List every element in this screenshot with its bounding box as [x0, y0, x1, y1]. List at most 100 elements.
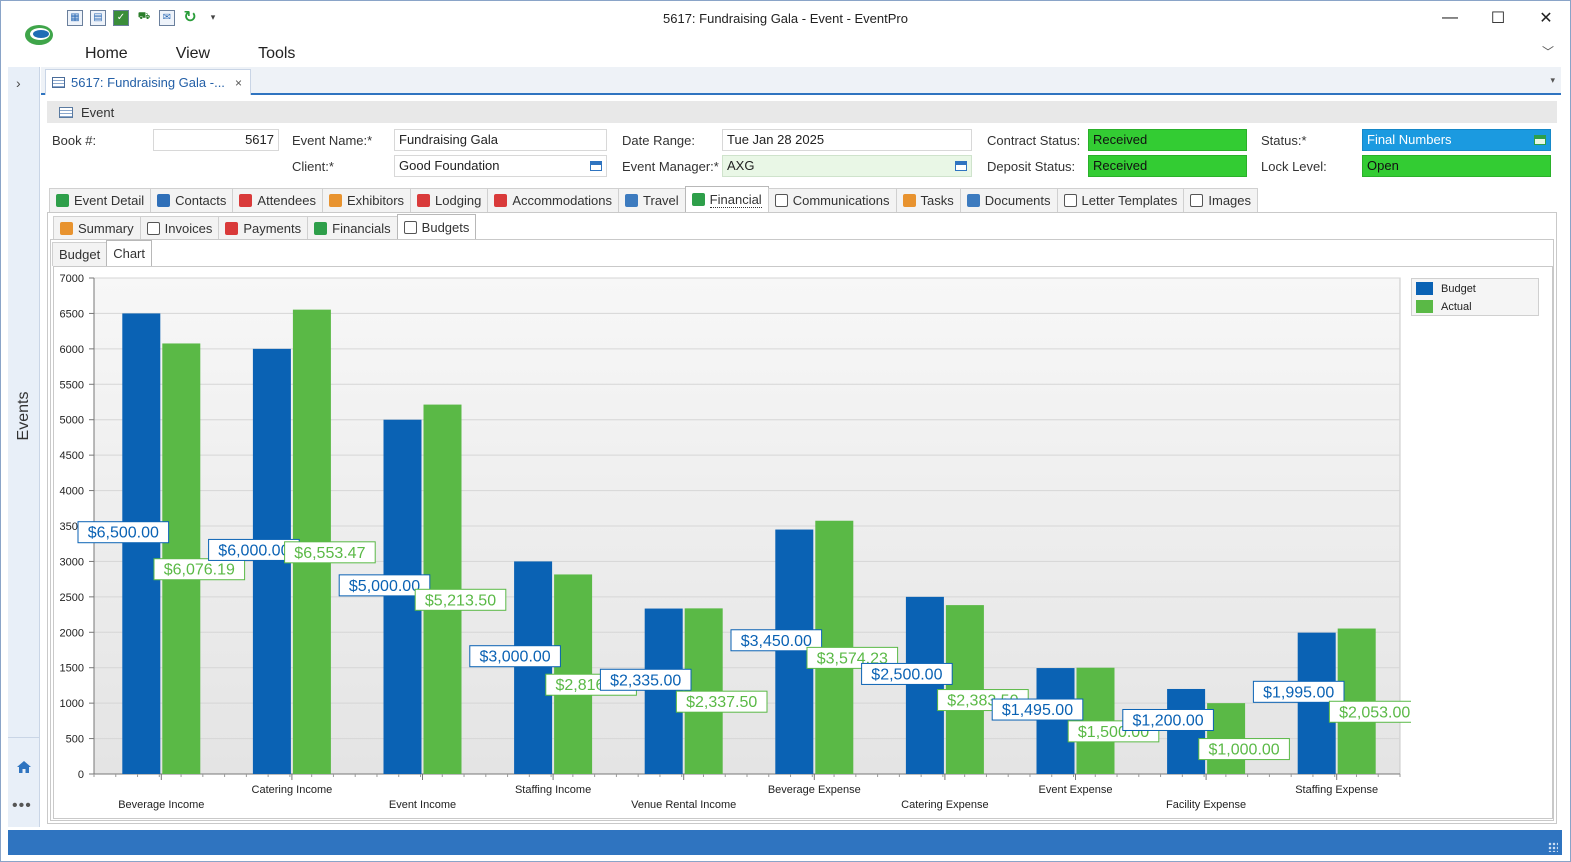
tab-images[interactable]: Images: [1183, 188, 1259, 212]
event-group-header: Event: [47, 101, 1557, 123]
y-tick-label: 4000: [60, 486, 84, 498]
tab-documents[interactable]: Documents: [959, 188, 1058, 212]
resize-grip-icon[interactable]: [1548, 842, 1558, 852]
more-options-icon[interactable]: •••: [12, 797, 32, 814]
y-tick-label: 1000: [60, 698, 84, 710]
event-name-field[interactable]: Fundraising Gala: [394, 129, 607, 151]
event-manager-field[interactable]: AXG: [722, 155, 972, 177]
financials-dollar-icon: [314, 222, 328, 235]
document-tab-fundraising-gala[interactable]: 5617: Fundraising Gala -... ×: [45, 69, 251, 95]
tab-label: Financials: [332, 221, 391, 236]
invoice-icon: [146, 222, 160, 235]
document-tab-strip: 5617: Fundraising Gala -... × ▾: [41, 67, 1561, 95]
data-label-actual: $1,000.00: [1209, 742, 1280, 759]
new-event-icon[interactable]: ▦: [67, 10, 83, 26]
data-label-actual: $6,553.47: [294, 545, 365, 562]
tab-exhibitors[interactable]: Exhibitors: [321, 188, 412, 212]
tab-financial[interactable]: Financial: [684, 186, 769, 212]
tab-accommodations[interactable]: Accommodations: [487, 188, 620, 212]
y-tick-label: 6000: [60, 344, 84, 356]
contacts-icon: [157, 194, 171, 207]
tab-invoices[interactable]: Invoices: [139, 216, 220, 240]
main-tab-row: Event Detail Contacts Attendees Exhibito…: [49, 186, 1259, 212]
data-label-box: [77, 521, 170, 544]
x-category-label: Catering Expense: [901, 799, 988, 811]
menu-view[interactable]: View: [175, 45, 211, 62]
date-range-label: Date Range:: [622, 133, 695, 148]
tab-financials[interactable]: Financials: [307, 216, 398, 240]
refresh-icon[interactable]: ↻: [183, 9, 197, 26]
bar-budget: [122, 313, 161, 774]
data-label-budget: $6,500.00: [88, 525, 159, 542]
menu-home[interactable]: Home: [85, 45, 128, 62]
event-document-icon: [52, 77, 65, 88]
tab-label: Chart: [113, 246, 145, 261]
eventpro-logo-icon[interactable]: [23, 19, 57, 49]
message-icon[interactable]: ✉: [159, 10, 175, 26]
cart-icon[interactable]: ⛟: [137, 11, 151, 22]
client-field[interactable]: Good Foundation: [394, 155, 607, 177]
bed-icon: [417, 194, 431, 207]
tab-budgets[interactable]: Budgets: [396, 214, 477, 240]
tab-communications[interactable]: Communications: [767, 188, 897, 212]
image-icon: [1190, 194, 1204, 207]
y-tick-label: 5000: [60, 415, 84, 427]
ribbon-expand-chevron-icon[interactable]: ﹀: [1541, 45, 1554, 59]
status-lookup-icon[interactable]: [1534, 135, 1546, 145]
tab-letter-templates[interactable]: Letter Templates: [1056, 188, 1185, 212]
financial-tab-row: Summary Invoices Payments Financials Bud…: [53, 214, 477, 240]
close-tab-icon[interactable]: ×: [234, 75, 242, 90]
deposit-status-field[interactable]: Received: [1088, 155, 1247, 177]
tab-attendees[interactable]: Attendees: [232, 188, 323, 212]
home-icon[interactable]: [16, 759, 32, 775]
client-label: Client:*: [292, 159, 334, 174]
y-tick-label: 2500: [60, 592, 84, 604]
tab-tasks[interactable]: Tasks: [895, 188, 961, 212]
tab-budget[interactable]: Budget: [52, 242, 108, 266]
data-label-actual: $2,053.00: [1339, 704, 1410, 721]
calendar-icon[interactable]: ▤: [90, 10, 106, 26]
nav-events-label[interactable]: Events: [15, 391, 32, 441]
envelope-icon: [774, 194, 788, 207]
menu-tools[interactable]: Tools: [258, 45, 296, 62]
tab-summary[interactable]: Summary: [53, 216, 141, 240]
tab-event-detail[interactable]: Event Detail: [49, 188, 152, 212]
client-lookup-icon[interactable]: [590, 161, 602, 171]
navigation-rail: › Events •••: [8, 67, 40, 827]
expand-nav-chevron-icon[interactable]: ›: [16, 75, 21, 91]
close-button[interactable]: ✕: [1539, 10, 1553, 27]
bar-budget: [905, 596, 944, 774]
tab-travel[interactable]: Travel: [618, 188, 686, 212]
x-category-label: Event Income: [389, 799, 456, 811]
tab-payments[interactable]: Payments: [218, 216, 309, 240]
x-category-label: Event Expense: [1039, 784, 1113, 796]
lock-level-field[interactable]: Open: [1362, 155, 1551, 177]
data-label-box: [675, 690, 768, 713]
event-detail-icon: [56, 194, 69, 207]
window-controls: — ☐ ✕: [1426, 1, 1570, 35]
minimize-button[interactable]: —: [1442, 9, 1458, 26]
tab-contacts[interactable]: Contacts: [150, 188, 234, 212]
data-label-actual: $5,213.50: [425, 592, 496, 609]
event-list-icon[interactable]: ✓: [113, 10, 129, 26]
data-label-box: [414, 588, 507, 611]
contract-status-label: Contract Status:: [987, 133, 1081, 148]
x-category-label: Facility Expense: [1166, 799, 1246, 811]
book-number-field[interactable]: 5617: [153, 129, 279, 151]
legend-label: Actual: [1441, 300, 1472, 313]
maximize-button[interactable]: ☐: [1490, 10, 1506, 27]
data-label-box: [469, 645, 561, 668]
y-tick-label: 6500: [60, 308, 84, 320]
customize-qat-dropdown-icon[interactable]: ▾: [210, 12, 216, 22]
tab-chart[interactable]: Chart: [106, 240, 152, 266]
legend-swatch-budget: [1416, 282, 1433, 295]
tab-lodging[interactable]: Lodging: [410, 188, 489, 212]
event-manager-lookup-icon[interactable]: [955, 161, 967, 171]
x-category-label: Staffing Income: [515, 784, 591, 796]
data-label-budget: $5,000.00: [349, 578, 420, 595]
contract-status-field[interactable]: Received: [1088, 129, 1247, 151]
data-label-budget: $1,495.00: [1002, 702, 1073, 719]
tab-list-dropdown-icon[interactable]: ▾: [1550, 75, 1555, 85]
status-field[interactable]: Final Numbers: [1362, 129, 1551, 151]
date-range-field[interactable]: Tue Jan 28 2025: [722, 129, 972, 151]
